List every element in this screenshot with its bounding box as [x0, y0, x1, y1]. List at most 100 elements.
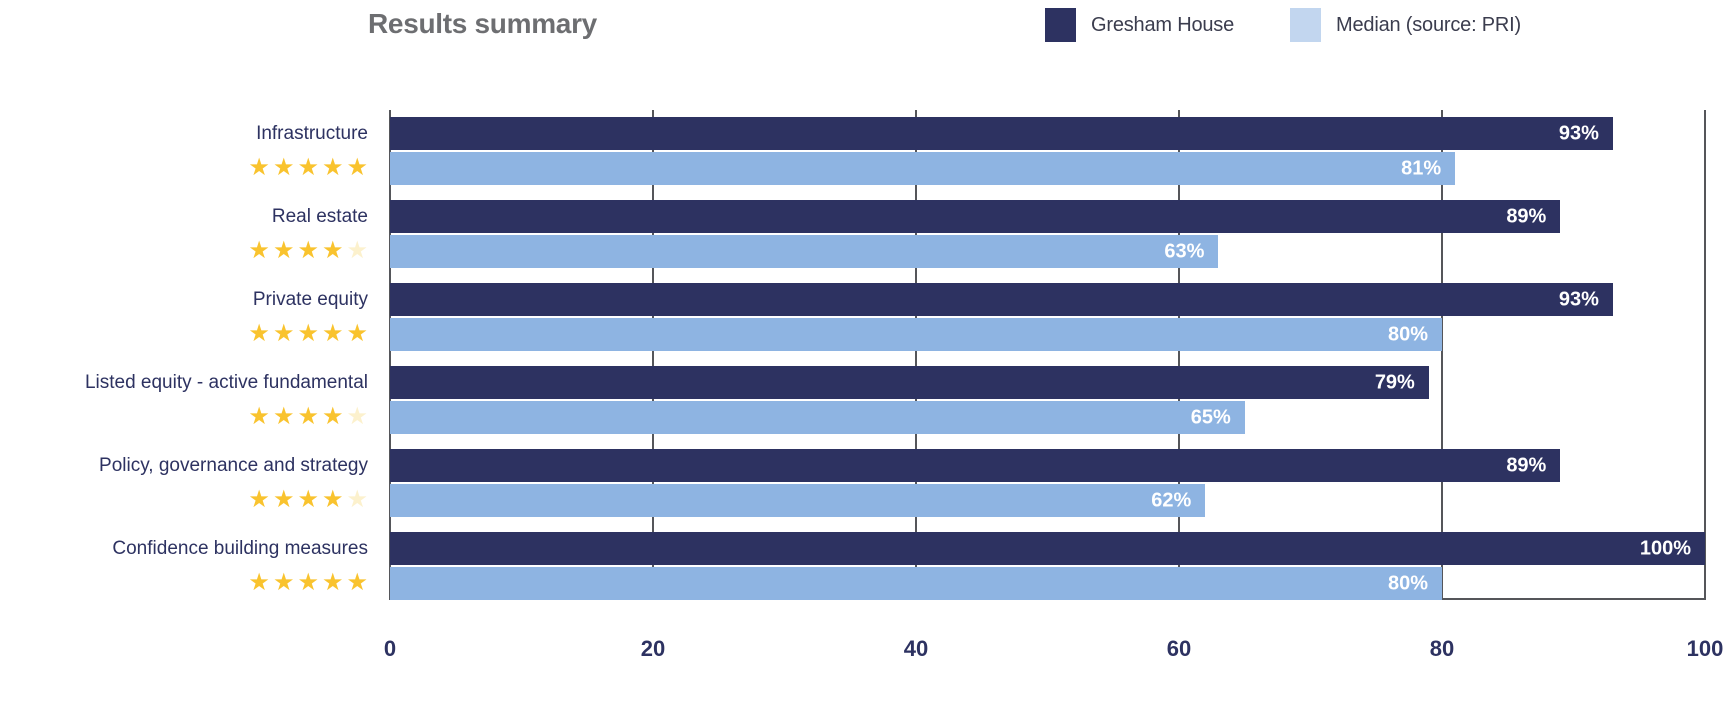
star-filled-icon: ★: [321, 402, 344, 430]
star-filled-icon: ★: [272, 485, 295, 513]
x-tick-label: 60: [1166, 636, 1192, 661]
star-rating: ★ ★ ★ ★ ★: [248, 565, 368, 600]
category-label: Confidence building measures: [112, 537, 368, 559]
x-tick-label: 40: [903, 636, 929, 661]
bar-median: 81%: [390, 152, 1456, 185]
star-filled-icon: ★: [248, 153, 270, 181]
bar-group: 93% 81%: [390, 117, 1705, 185]
gridline: [915, 110, 917, 600]
bar-value-label: 100%: [1639, 537, 1691, 559]
star-filled-icon: ★: [248, 402, 270, 430]
star-filled-icon: ★: [297, 402, 319, 430]
star-empty-icon: ★: [346, 236, 368, 264]
x-tick-label: 100: [1686, 636, 1724, 661]
gridline: [1441, 110, 1443, 600]
bar-group: 89% 63%: [390, 200, 1705, 268]
star-filled-icon: ★: [248, 568, 270, 596]
bar-gresham-house: 89%: [390, 200, 1561, 233]
chart-row: Private equity ★ ★ ★ ★ ★ 93% 80%: [0, 283, 1705, 351]
gridline: [389, 110, 391, 600]
category-cell: Confidence building measures ★ ★ ★ ★ ★: [0, 532, 390, 600]
star-filled-icon: ★: [321, 319, 344, 347]
bar-gresham-house: 100%: [390, 532, 1705, 565]
star-filled-icon: ★: [297, 568, 319, 596]
legend-swatch-gresham-house: [1045, 8, 1077, 42]
category-label: Infrastructure: [256, 122, 368, 144]
legend-item-median: Median (source: PRI): [1290, 8, 1521, 42]
bar-group: 93% 80%: [390, 283, 1705, 351]
bar-value-label: 80%: [1387, 323, 1428, 345]
category-cell: Real estate ★ ★ ★ ★ ★: [0, 200, 390, 268]
category-cell: Infrastructure ★ ★ ★ ★ ★: [0, 117, 390, 185]
bar-gresham-house: 93%: [390, 117, 1613, 150]
bar-gresham-house: 89%: [390, 449, 1561, 482]
star-filled-icon: ★: [248, 236, 270, 264]
star-filled-icon: ★: [272, 402, 295, 430]
legend-item-gresham-house: Gresham House: [1045, 8, 1234, 42]
star-filled-icon: ★: [297, 485, 319, 513]
chart-row: Confidence building measures ★ ★ ★ ★ ★ 100% …: [0, 532, 1705, 600]
star-filled-icon: ★: [272, 153, 295, 181]
bar-value-label: 65%: [1190, 406, 1231, 428]
bar-value-label: 89%: [1506, 454, 1547, 476]
bar-gresham-house: 93%: [390, 283, 1613, 316]
star-rating: ★ ★ ★ ★ ★: [248, 482, 368, 517]
bar-median: 63%: [390, 235, 1219, 268]
chart-row: Infrastructure ★ ★ ★ ★ ★ 93% 81%: [0, 117, 1705, 185]
legend-label: Gresham House: [1091, 13, 1235, 36]
bar-group: 100% 80%: [390, 532, 1705, 600]
category-label: Private equity: [252, 288, 368, 310]
star-filled-icon: ★: [272, 319, 295, 347]
gridline: [1178, 110, 1180, 600]
star-filled-icon: ★: [321, 568, 344, 596]
x-tick-label: 20: [640, 636, 666, 661]
bar-group: 79% 65%: [390, 366, 1705, 434]
bar-median: 80%: [390, 318, 1442, 351]
bar-value-label: 62%: [1151, 489, 1192, 511]
star-filled-icon: ★: [248, 319, 270, 347]
bar-value-label: 80%: [1387, 572, 1428, 594]
star-filled-icon: ★: [248, 485, 270, 513]
bar-value-label: 93%: [1558, 122, 1599, 144]
x-tick-label: 80: [1429, 636, 1455, 661]
chart-row: Real estate ★ ★ ★ ★ ★ 89% 63%: [0, 200, 1705, 268]
star-filled-icon: ★: [321, 236, 344, 264]
star-filled-icon: ★: [272, 236, 295, 264]
star-empty-icon: ★: [346, 485, 368, 513]
bar-median: 80%: [390, 567, 1442, 600]
category-cell: Policy, governance and strategy ★ ★ ★ ★ ★: [0, 449, 390, 517]
star-filled-icon: ★: [321, 153, 344, 181]
legend-label: Median (source: PRI): [1336, 13, 1521, 36]
star-rating: ★ ★ ★ ★ ★: [248, 233, 368, 268]
gridline: [652, 110, 654, 600]
star-rating: ★ ★ ★ ★ ★: [248, 316, 368, 351]
bar-value-label: 63%: [1164, 240, 1205, 262]
category-label: Listed equity - active fundamental: [84, 371, 368, 393]
bar-value-label: 89%: [1506, 205, 1547, 227]
x-axis-ticks: 0 20 40 60 80 100: [384, 636, 1723, 666]
bar-gresham-house: 79%: [390, 366, 1429, 399]
legend-swatch-median: [1290, 8, 1322, 42]
category-label: Policy, governance and strategy: [99, 454, 368, 476]
legend: Gresham House Median (source: PRI): [1045, 8, 1521, 42]
gridline: [1704, 110, 1706, 600]
bar-group: 89% 62%: [390, 449, 1705, 517]
category-cell: Private equity ★ ★ ★ ★ ★: [0, 283, 390, 351]
star-rating: ★ ★ ★ ★ ★: [248, 150, 368, 185]
bar-value-label: 81%: [1401, 157, 1442, 179]
bar-value-label: 79%: [1374, 371, 1415, 393]
star-filled-icon: ★: [346, 153, 368, 181]
star-filled-icon: ★: [272, 568, 295, 596]
star-rating: ★ ★ ★ ★ ★: [248, 399, 368, 434]
chart-rows: Infrastructure ★ ★ ★ ★ ★ 93% 81% Real estate…: [0, 110, 1705, 600]
star-filled-icon: ★: [297, 236, 319, 264]
chart-row: Policy, governance and strategy ★ ★ ★ ★ ★ 89…: [0, 449, 1705, 517]
chart-title: Results summary: [368, 8, 597, 39]
x-tick-label: 0: [383, 636, 397, 661]
category-cell: Listed equity - active fundamental ★ ★ ★ ★ ★: [0, 366, 390, 434]
star-filled-icon: ★: [297, 319, 319, 347]
category-label: Real estate: [271, 205, 368, 227]
star-filled-icon: ★: [321, 485, 344, 513]
bar-value-label: 93%: [1558, 288, 1599, 310]
